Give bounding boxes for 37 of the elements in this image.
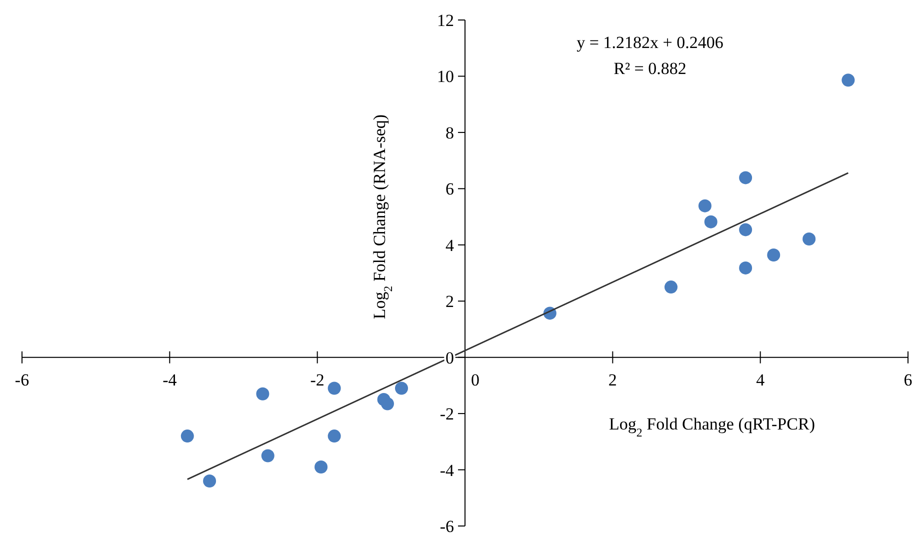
point [380, 397, 394, 410]
point [328, 382, 341, 395]
point [802, 232, 816, 246]
point [739, 223, 752, 236]
x-tick-label: 0 [471, 370, 480, 390]
point [180, 430, 194, 443]
x-tick-label: 2 [608, 370, 617, 390]
annotation: y = 1.2182x + 0.2406 [576, 33, 724, 52]
point [842, 74, 855, 87]
y-tick-label: 4 [446, 236, 454, 255]
point [704, 215, 718, 228]
point [203, 474, 216, 488]
x-tick-label: -4 [162, 370, 178, 390]
y-tick-label: 8 [446, 123, 454, 142]
point [739, 171, 752, 184]
y-tick-label: 6 [446, 180, 454, 199]
x-tick-label: 4 [756, 370, 766, 390]
y-tick-label: 12 [437, 11, 454, 30]
point [261, 449, 274, 462]
y-tick-label: -2 [440, 404, 454, 424]
point [698, 199, 712, 212]
x-tick-label: -2 [310, 370, 324, 390]
point [314, 460, 328, 474]
point [664, 280, 678, 294]
y-tick-label: -6 [440, 517, 454, 534]
x-axis-title: Log$_{2}$ Fold Change (qRT-PCR) [609, 414, 815, 440]
point [767, 248, 780, 262]
point [328, 430, 341, 443]
x-tick-label: -6 [14, 370, 30, 390]
y-tick-label: 10 [437, 67, 454, 86]
annotation: R² = 0.882 [614, 59, 686, 78]
point [256, 387, 270, 400]
y-tick-label: -4 [440, 460, 454, 480]
point [739, 261, 752, 274]
y-tick-label: 2 [446, 292, 454, 312]
point [395, 382, 408, 395]
x-tick-label: 6 [904, 370, 912, 390]
